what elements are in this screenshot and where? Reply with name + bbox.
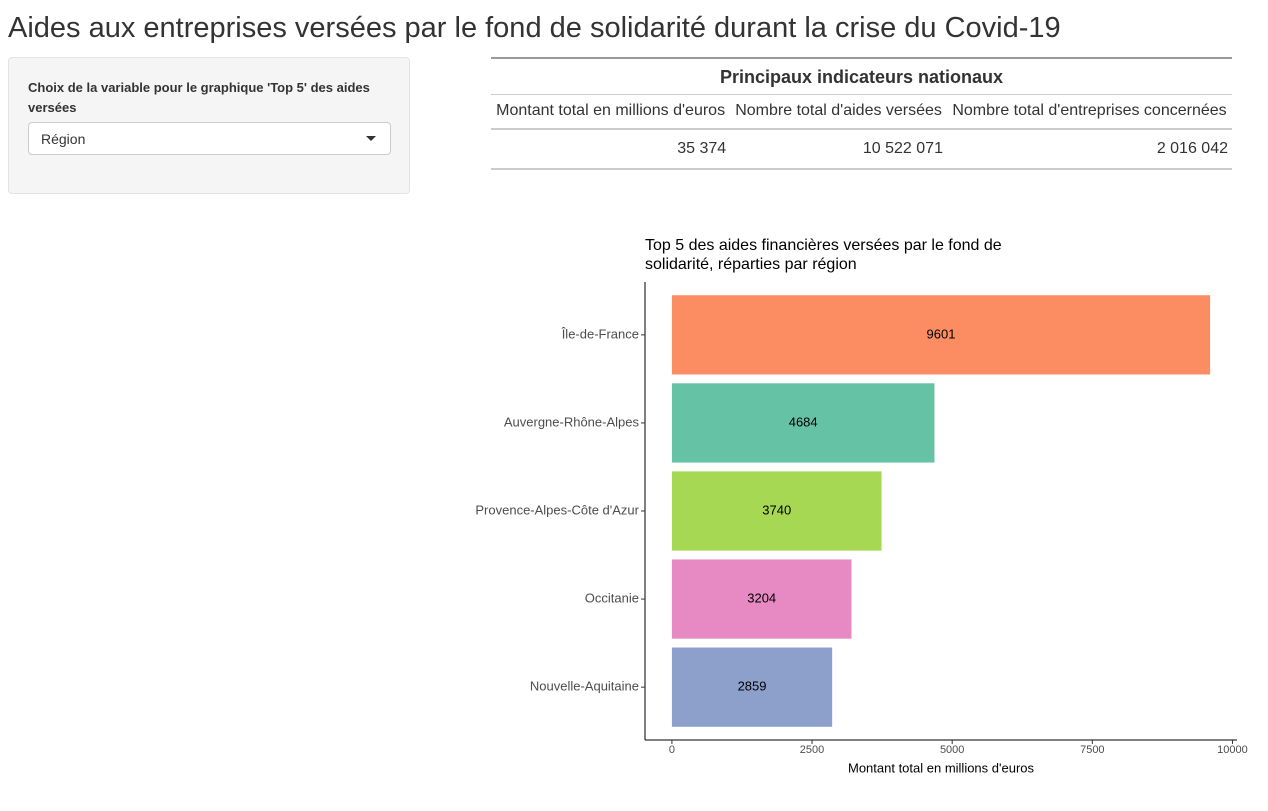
- bar-value-label: 9601: [927, 326, 956, 341]
- chart-title: Top 5 des aides financières versées par …: [645, 237, 1002, 273]
- table-cell: 35 374: [491, 129, 731, 170]
- x-tick-label: 7500: [1080, 744, 1104, 756]
- table-title: Principaux indicateurs nationaux: [491, 57, 1232, 95]
- column-header: Nombre total d'entreprises concernées: [946, 94, 1232, 130]
- page-title: Aides aux entreprises versées par le fon…: [8, 12, 1061, 44]
- x-tick-label: 10000: [1217, 744, 1248, 756]
- y-tick-label: Auvergne-Rhône-Alpes: [504, 414, 640, 429]
- column-header: Nombre total d'aides versées: [730, 94, 947, 130]
- input-label: Choix de la variable pour le graphique '…: [28, 80, 370, 115]
- bar-value-label: 2859: [738, 679, 767, 694]
- indicator-table: Principaux indicateurs nationaux Montant…: [491, 57, 1232, 170]
- dropdown-caret: [366, 136, 376, 141]
- x-tick-label: 2500: [800, 744, 824, 756]
- x-axis-title: Montant total en millions d'euros: [848, 760, 1035, 775]
- bar: [671, 295, 1211, 375]
- bar: [671, 647, 833, 727]
- bar: [671, 471, 882, 551]
- bar-value-label: 4684: [789, 414, 818, 429]
- bar: [671, 383, 935, 463]
- y-tick-label: Nouvelle-Aquitaine: [530, 679, 639, 694]
- column-header: Montant total en millions d'euros: [491, 94, 731, 130]
- bar-value-label: 3204: [747, 591, 776, 606]
- selected-option: Région: [41, 131, 86, 147]
- bar: [671, 559, 852, 639]
- select-input[interactable]: Région: [28, 122, 391, 155]
- y-tick-label: Occitanie: [585, 591, 639, 606]
- x-tick-label: 5000: [940, 744, 964, 756]
- x-tick-label: 0: [669, 744, 675, 756]
- bar-value-label: 3740: [762, 502, 791, 517]
- y-tick-label: Île-de-France: [561, 326, 639, 341]
- table-cell: 2 016 042: [946, 129, 1232, 170]
- y-tick-label: Provence-Alpes-Côte d'Azur: [475, 502, 639, 517]
- sidebar: Choix de la variable pour le graphique '…: [8, 57, 410, 194]
- table-cell: 10 522 071: [730, 129, 947, 170]
